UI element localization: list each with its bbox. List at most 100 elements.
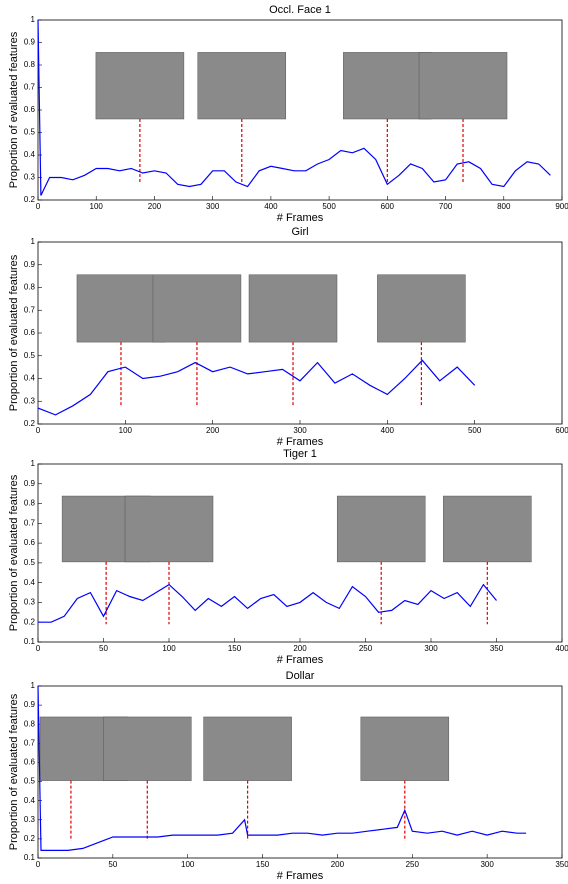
y-tick-label: 0.7 (24, 518, 36, 527)
frame-thumbnail (76, 274, 166, 343)
x-tick-label: 400 (381, 426, 395, 435)
x-tick-label: 500 (322, 202, 336, 211)
x-tick-label: 150 (256, 860, 270, 869)
x-tick-label: 250 (359, 644, 373, 653)
x-tick-label: 100 (119, 426, 133, 435)
x-tick-label: 100 (162, 644, 176, 653)
frame-thumbnail (103, 716, 192, 781)
plot-area (37, 685, 563, 859)
x-tick-label: 0 (36, 426, 41, 435)
y-tick-label: 0.4 (24, 374, 36, 383)
y-tick-label: 0.4 (24, 150, 36, 159)
y-tick-label: 0.2 (24, 834, 36, 843)
x-tick-label: 800 (497, 202, 511, 211)
x-tick-label: 400 (264, 202, 278, 211)
x-tick-label: 0 (36, 202, 41, 211)
y-tick-label: 0.9 (24, 479, 36, 488)
y-tick-label: 0.1 (24, 853, 36, 862)
y-axis-label: Proportion of evaluated features (8, 254, 20, 411)
x-axis-label: # Frames (277, 212, 324, 224)
x-tick-label: 200 (293, 644, 307, 653)
data-line (37, 359, 476, 416)
y-axis-label: Proportion of evaluated features (8, 31, 20, 188)
frame-thumbnail (248, 274, 338, 343)
frame-thumbnail (95, 52, 185, 120)
y-tick-label: 0.2 (24, 617, 36, 626)
y-tick-label: 0.2 (24, 419, 36, 428)
y-axis-label: Proportion of evaluated features (8, 693, 20, 850)
y-tick-label: 0.7 (24, 738, 36, 747)
frame-thumbnail (360, 716, 450, 781)
y-tick-label: 0.9 (24, 260, 36, 269)
x-axis-label: # Frames (277, 436, 324, 448)
x-tick-label: 200 (331, 860, 345, 869)
y-tick-label: 0.5 (24, 558, 36, 567)
y-tick-label: 0.8 (24, 719, 36, 728)
frame-thumbnail (203, 716, 292, 781)
y-tick-label: 0.3 (24, 598, 36, 607)
x-tick-label: 0 (36, 860, 41, 869)
x-tick-label: 300 (424, 644, 438, 653)
y-tick-label: 0.5 (24, 351, 36, 360)
x-tick-label: 100 (181, 860, 195, 869)
y-tick-label: 0.8 (24, 283, 36, 292)
data-line (37, 685, 527, 851)
x-tick-label: 0 (36, 644, 41, 653)
y-tick-label: 0.5 (24, 777, 36, 786)
x-tick-label: 50 (108, 860, 117, 869)
y-tick-label: 0.9 (24, 700, 36, 709)
y-tick-label: 0.9 (24, 38, 36, 47)
x-tick-label: 700 (439, 202, 453, 211)
y-tick-label: 0.8 (24, 60, 36, 69)
y-tick-label: 0.5 (24, 128, 36, 137)
frame-thumbnail (152, 274, 242, 343)
data-line (38, 583, 497, 623)
y-tick-label: 0.8 (24, 499, 36, 508)
y-tick-label: 0.3 (24, 396, 36, 405)
y-tick-label: 0.7 (24, 305, 36, 314)
frame-thumbnail (197, 52, 287, 120)
x-tick-label: 350 (490, 644, 504, 653)
y-axis-label: Proportion of evaluated features (8, 474, 20, 631)
x-tick-label: 250 (406, 860, 420, 869)
x-tick-label: 100 (90, 202, 104, 211)
data-line (37, 19, 551, 196)
frame-thumbnail (418, 52, 508, 120)
frame-thumbnail (336, 495, 426, 563)
frame-thumbnail (343, 52, 432, 120)
x-axis-label: # Frames (277, 870, 324, 882)
x-axis-label: # Frames (277, 654, 324, 666)
y-tick-label: 0.7 (24, 83, 36, 92)
x-tick-label: 600 (381, 202, 395, 211)
x-tick-label: 200 (206, 426, 220, 435)
frame-thumbnail (377, 274, 466, 343)
chart-title: Tiger 1 (283, 448, 317, 460)
x-tick-label: 300 (480, 860, 494, 869)
y-tick-label: 0.6 (24, 328, 36, 337)
x-tick-label: 900 (555, 202, 568, 211)
y-tick-label: 0.6 (24, 538, 36, 547)
chart-title: Occl. Face 1 (269, 4, 331, 16)
y-tick-label: 0.1 (24, 637, 36, 646)
chart-title: Girl (291, 226, 308, 238)
x-tick-label: 200 (148, 202, 162, 211)
frame-thumbnail (443, 495, 532, 563)
y-tick-label: 0.3 (24, 173, 36, 182)
x-tick-label: 500 (468, 426, 482, 435)
y-tick-label: 1 (31, 15, 36, 24)
x-tick-label: 50 (99, 644, 108, 653)
y-tick-label: 0.2 (24, 195, 36, 204)
x-tick-label: 300 (206, 202, 220, 211)
chart-title: Dollar (286, 670, 315, 682)
x-tick-label: 600 (555, 426, 568, 435)
y-tick-label: 1 (31, 459, 36, 468)
y-tick-label: 0.4 (24, 796, 36, 805)
y-tick-label: 0.6 (24, 758, 36, 767)
y-tick-label: 1 (31, 681, 36, 690)
x-tick-label: 150 (228, 644, 242, 653)
y-tick-label: 0.4 (24, 578, 36, 587)
x-tick-label: 400 (555, 644, 568, 653)
x-tick-label: 350 (555, 860, 568, 869)
frame-thumbnail (124, 495, 214, 563)
